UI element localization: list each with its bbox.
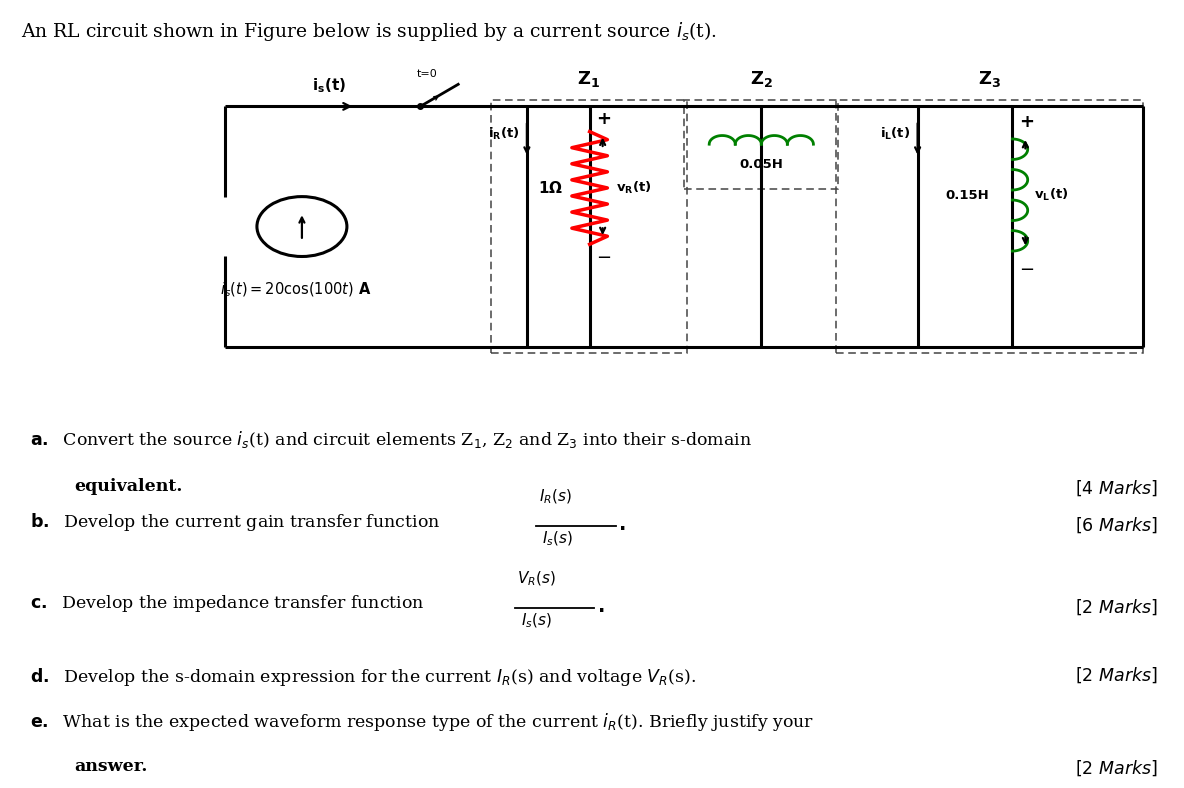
Text: An RL circuit shown in Figure below is supplied by a current source $i_s$(t).: An RL circuit shown in Figure below is s…: [21, 20, 718, 43]
Text: $\mathit{[2\ Marks]}$: $\mathit{[2\ Marks]}$: [1075, 666, 1158, 686]
Text: $\mathbf{e.}$  What is the expected waveform response type of the current $i_R$(: $\mathbf{e.}$ What is the expected wavef…: [30, 711, 813, 733]
Text: $\mathbf{c.}$  Develop the impedance transfer function: $\mathbf{c.}$ Develop the impedance tran…: [30, 593, 424, 614]
Text: $\mathbf{Z_1}$: $\mathbf{Z_1}$: [578, 69, 600, 89]
Text: $\mathbf{d.}$  Develop the s-domain expression for the current $I_R$(s) and volt: $\mathbf{d.}$ Develop the s-domain expre…: [30, 666, 696, 688]
Text: $I_s(s)$: $I_s(s)$: [542, 530, 573, 548]
Text: $\mathbf{i_R(t)}$: $\mathbf{i_R(t)}$: [488, 126, 520, 142]
Text: $\mathbf{Z_3}$: $\mathbf{Z_3}$: [978, 69, 1000, 89]
Text: t=0: t=0: [417, 69, 438, 79]
Text: $I_R(s)$: $I_R(s)$: [539, 488, 572, 506]
Text: .: .: [598, 597, 605, 616]
Bar: [836, 100, 1143, 353]
Text: 0.15H: 0.15H: [946, 188, 989, 202]
Text: $\mathit{[6\ Marks]}$: $\mathit{[6\ Marks]}$: [1075, 515, 1158, 534]
Text: $-$: $-$: [597, 247, 611, 266]
Text: $\mathit{[4\ Marks]}$: $\mathit{[4\ Marks]}$: [1075, 478, 1158, 498]
Text: equivalent.: equivalent.: [75, 478, 184, 496]
Text: $\mathbf{v_R(t)}$: $\mathbf{v_R(t)}$: [616, 180, 651, 196]
Text: $V_R(s)$: $V_R(s)$: [517, 570, 556, 588]
Text: $\mathbf{Z_2}$: $\mathbf{Z_2}$: [749, 69, 773, 89]
Text: $\mathbf{v_L(t)}$: $\mathbf{v_L(t)}$: [1034, 187, 1068, 203]
Text: answer.: answer.: [75, 758, 148, 775]
Text: .: .: [619, 515, 626, 534]
Bar: [491, 100, 687, 353]
Text: $\mathbf{1\Omega}$: $\mathbf{1\Omega}$: [538, 180, 564, 196]
Text: $I_s(s)$: $I_s(s)$: [521, 611, 552, 630]
Text: +: +: [597, 110, 611, 128]
Bar: [684, 100, 838, 189]
Text: $\mathbf{a.}$  Convert the source $i_s$(t) and circuit elements Z$_1$, Z$_2$ and: $\mathbf{a.}$ Convert the source $i_s$(t…: [30, 429, 752, 451]
Text: $\mathbf{i_s(t)}$: $\mathbf{i_s(t)}$: [313, 76, 346, 95]
Text: $i_s(t)=20\cos(100t)$ A: $i_s(t)=20\cos(100t)$ A: [220, 281, 372, 299]
Text: $\mathit{[2\ Marks]}$: $\mathit{[2\ Marks]}$: [1075, 597, 1158, 616]
Text: $\mathbf{b.}$  Develop the current gain transfer function: $\mathbf{b.}$ Develop the current gain t…: [30, 511, 440, 533]
Text: $\mathit{[2\ Marks]}$: $\mathit{[2\ Marks]}$: [1075, 758, 1158, 778]
Text: 0.05H: 0.05H: [739, 158, 784, 171]
Text: $-$: $-$: [1019, 259, 1034, 277]
Text: +: +: [1019, 113, 1034, 131]
Text: $\mathbf{i_L(t)}$: $\mathbf{i_L(t)}$: [880, 126, 910, 142]
